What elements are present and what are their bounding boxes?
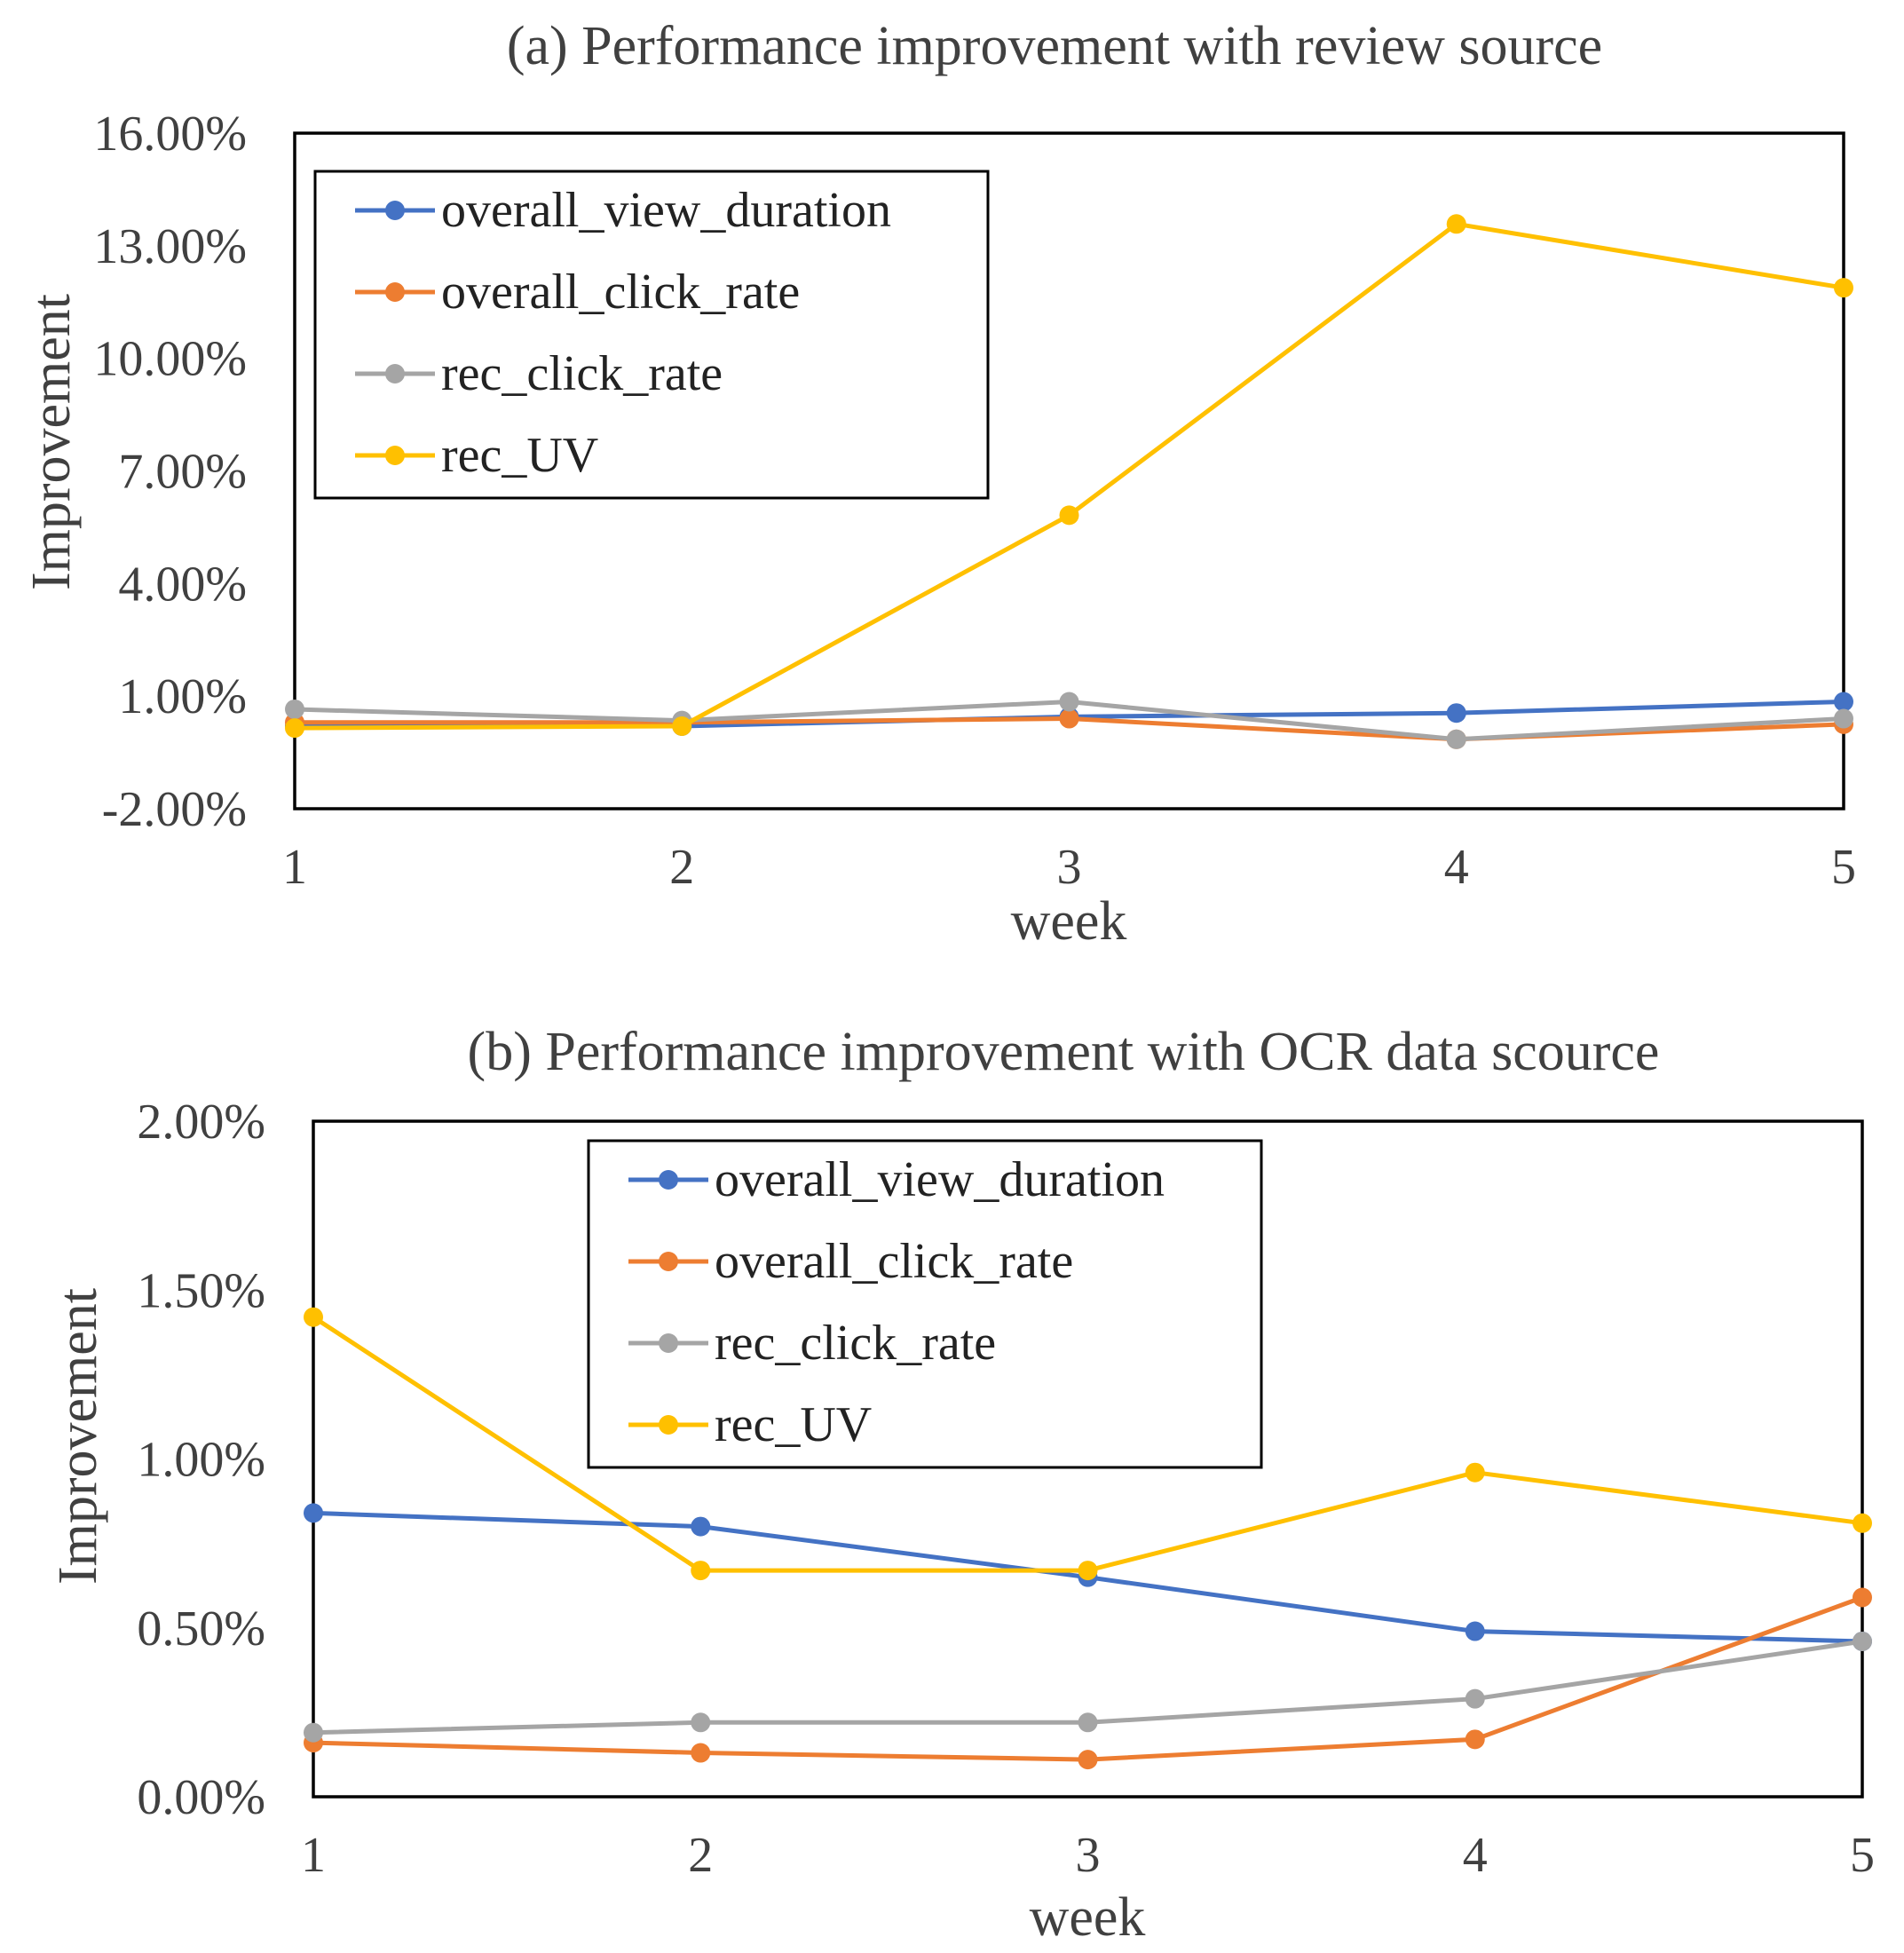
chart-a-legend-swatch-marker: [385, 364, 405, 383]
chart-a-point-rec-UV: [1446, 214, 1466, 234]
chart-a-x-tick-label: 1: [282, 840, 307, 895]
chart-b-point-rec-click-rate: [691, 1712, 711, 1733]
chart-a-y-axis: -2.00% 1.00% 4.00% 7.00% 10.00% 13.00% 16.00%: [93, 107, 247, 837]
chart-a-point-overall-view-duration: [1446, 703, 1466, 723]
chart-a-legend-swatch-marker: [385, 282, 405, 302]
chart-b-point-rec-click-rate: [1078, 1712, 1098, 1733]
chart-a-point-rec-click-rate: [1059, 692, 1079, 712]
chart-b-point-rec-UV: [691, 1561, 711, 1581]
chart-a-point-overall-view-duration: [1834, 692, 1853, 712]
chart-b-legend-box: [587, 1139, 1263, 1469]
chart-a-point-overall-click-rate: [1059, 708, 1079, 729]
chart-a-x-tick-label: 3: [1057, 840, 1082, 895]
chart-b-point-overall-click-rate: [691, 1743, 711, 1763]
chart-b-point-rec-UV: [1853, 1513, 1872, 1533]
chart-a-x-tick-label: 4: [1444, 840, 1469, 895]
chart-b-y-tick-label: 0.50%: [137, 1601, 265, 1656]
chart-b-y-tick-label: 2.00%: [137, 1095, 265, 1150]
chart-a-y-tick-label: 4.00%: [118, 557, 247, 612]
chart-a-series: [285, 214, 1853, 749]
chart-a-y-tick-label: 16.00%: [93, 107, 247, 162]
chart-a-legend-label: overall_click_rate: [441, 265, 800, 320]
chart-a-y-tick-label: 10.00%: [93, 332, 247, 387]
chart-a-point-rec-click-rate: [1834, 708, 1853, 729]
chart-b-point-rec-UV: [1465, 1462, 1485, 1483]
chart-a-y-tick-label: 7.00%: [118, 445, 247, 500]
chart-b-y-tick-label: 1.00%: [137, 1433, 265, 1488]
chart-b-legend-swatch-marker: [659, 1415, 678, 1435]
chart-b-point-rec-UV: [1078, 1561, 1098, 1581]
chart-a-point-rec-UV: [285, 718, 304, 739]
chart-a-point-rec-UV: [1059, 505, 1079, 526]
chart-b-x-axis: 1 2 3 4 5: [301, 1828, 1875, 1883]
chart-b-point-overall-click-rate: [1853, 1587, 1872, 1608]
chart-b-x-label: week: [1030, 1887, 1146, 1948]
chart-b-legend-label: rec_click_rate: [715, 1316, 996, 1371]
chart-b-y-axis: 0.00% 0.50% 1.00% 1.50% 2.00%: [137, 1095, 265, 1825]
chart-a-y-tick-label: 13.00%: [93, 219, 247, 274]
chart-b-y-tick-label: 0.00%: [137, 1770, 265, 1825]
chart-b-x-tick-label: 5: [1850, 1828, 1875, 1883]
chart-a-legend-label: rec_UV: [441, 428, 598, 483]
chart-b-x-tick-label: 3: [1076, 1828, 1101, 1883]
chart-b-point-overall-click-rate: [1465, 1729, 1485, 1750]
chart-a-y-tick-label: -2.00%: [102, 782, 247, 837]
chart-a-legend-label: rec_click_rate: [441, 346, 723, 401]
chart-b-x-tick-label: 4: [1463, 1828, 1488, 1883]
chart-a-legend-swatch-marker: [385, 446, 405, 465]
chart-b-y-tick-label: 1.50%: [137, 1263, 265, 1318]
chart-b-legend-swatch-marker: [659, 1170, 678, 1190]
chart-b-point-rec-UV: [304, 1307, 323, 1327]
chart-b-legend-swatch-marker: [659, 1333, 678, 1353]
chart-a-legend: overall_view_duration overall_click_rater…: [313, 170, 990, 500]
chart-b-point-rec-click-rate: [1465, 1688, 1485, 1709]
chart-a-point-rec-UV: [672, 716, 692, 736]
chart-a-point-rec-UV: [1834, 278, 1853, 298]
chart-b-point-overall-click-rate: [1078, 1750, 1098, 1770]
chart-a-legend-label: overall_view_duration: [441, 183, 891, 238]
chart-b-point-overall-view-duration: [1465, 1621, 1485, 1641]
chart-b-legend-label: rec_UV: [715, 1397, 872, 1452]
chart-b-series: [304, 1307, 1872, 1770]
chart-b-point-overall-view-duration: [304, 1503, 323, 1523]
chart-b-legend-label: overall_click_rate: [715, 1234, 1073, 1289]
chart-a-x-axis: 1 2 3 4 5: [282, 840, 1856, 895]
chart-b-x-tick-label: 1: [301, 1828, 326, 1883]
chart-a-y-label: Improvement: [21, 294, 82, 590]
chart-a-y-tick-label: 1.00%: [118, 669, 247, 724]
chart-a-legend-swatch-marker: [385, 201, 405, 220]
chart-b-legend: overall_view_duration overall_click_rater…: [587, 1139, 1263, 1469]
chart-b-title: (b) Performance improvement with OCR dat…: [468, 1022, 1660, 1082]
chart-a-title: (a) Performance improvement with review …: [507, 16, 1602, 76]
chart-a: (a) Performance improvement with review …: [21, 16, 1856, 952]
chart-a-x-tick-label: 2: [669, 840, 694, 895]
chart-a-point-rec-click-rate: [285, 699, 304, 719]
chart-b-legend-label: overall_view_duration: [715, 1152, 1165, 1207]
chart-b-x-tick-label: 2: [688, 1828, 713, 1883]
chart-b-legend-swatch-marker: [659, 1252, 678, 1271]
chart-b-y-label: Improvement: [48, 1288, 108, 1585]
chart-a-point-rec-click-rate: [1446, 729, 1466, 749]
chart-a-x-tick-label: 5: [1831, 840, 1856, 895]
chart-a-x-label: week: [1011, 891, 1127, 952]
chart-b-point-rec-click-rate: [304, 1722, 323, 1743]
chart-b: (b) Performance improvement with OCR dat…: [48, 1022, 1875, 1948]
chart-b-point-overall-view-duration: [691, 1516, 711, 1537]
chart-b-point-rec-click-rate: [1853, 1631, 1872, 1651]
chart-a-legend-box: [313, 170, 990, 500]
